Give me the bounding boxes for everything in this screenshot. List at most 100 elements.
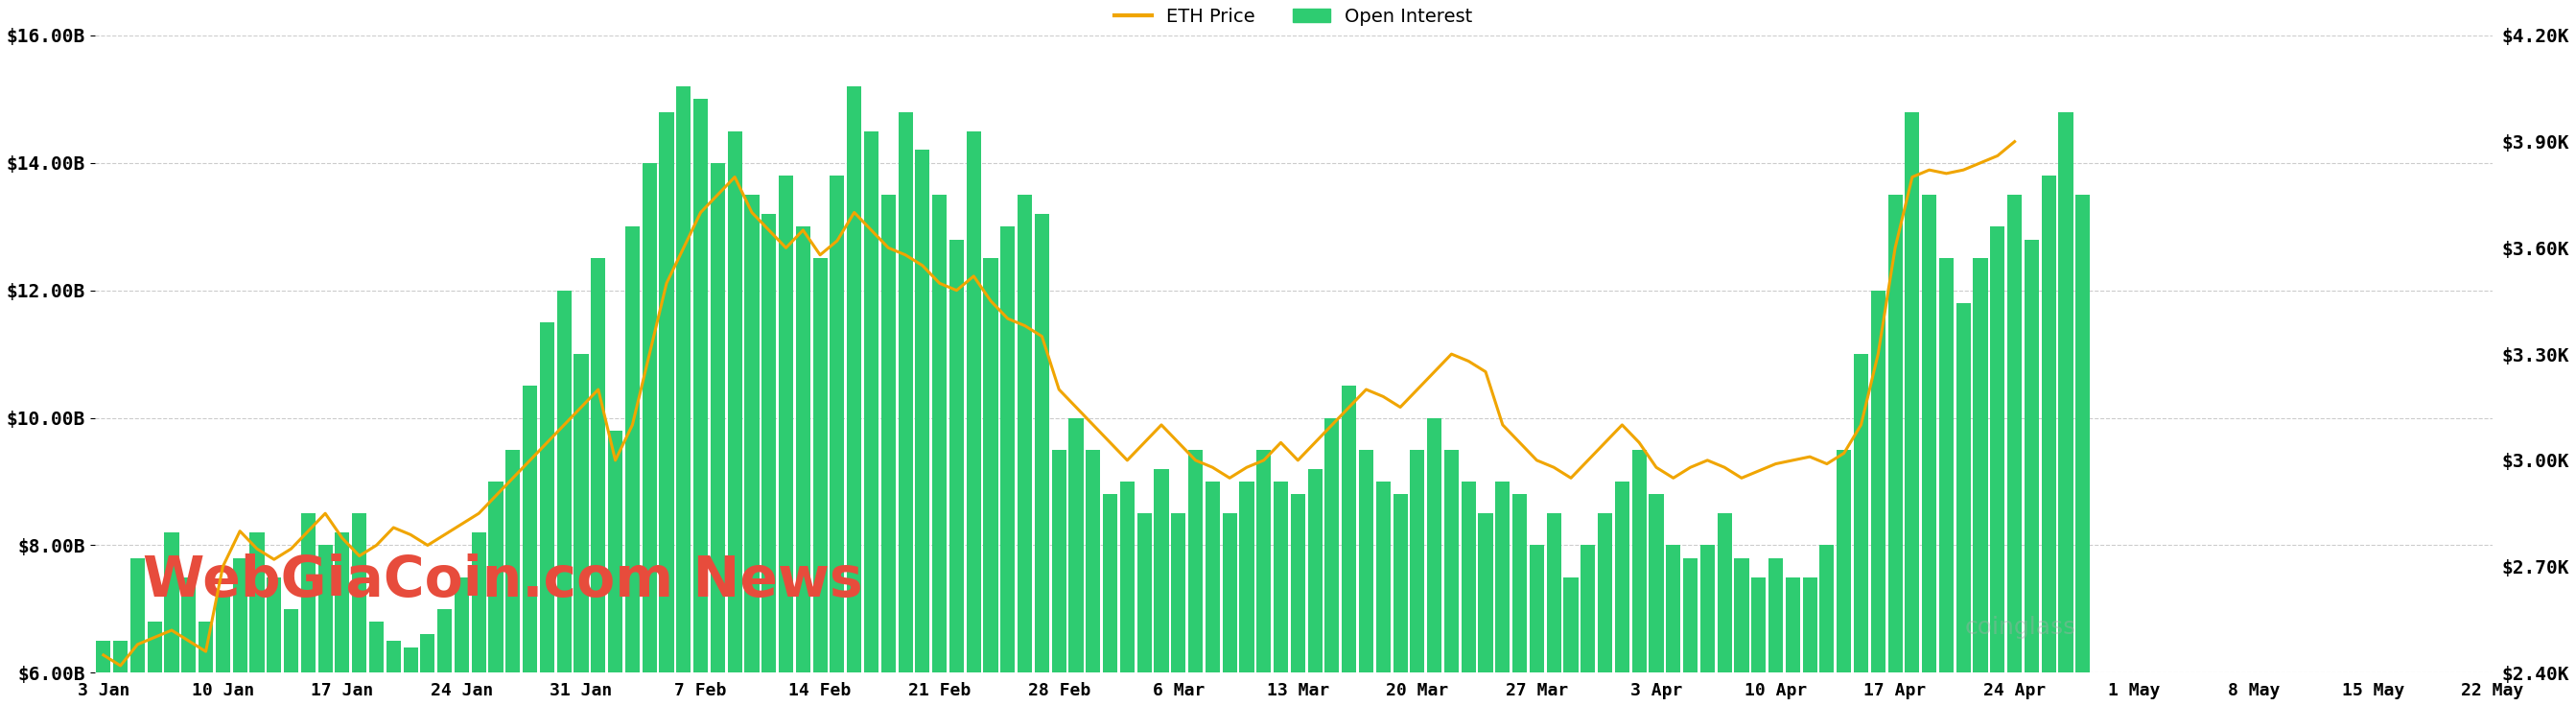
Bar — [778, 176, 793, 706]
Bar — [1291, 494, 1306, 706]
Bar — [1837, 450, 1852, 706]
Bar — [505, 450, 520, 706]
Bar — [677, 86, 690, 706]
Bar — [899, 112, 912, 706]
Bar — [2040, 176, 2056, 706]
Bar — [744, 195, 760, 706]
Bar — [1154, 469, 1170, 706]
Bar — [2058, 112, 2074, 706]
Bar — [1136, 513, 1151, 706]
Bar — [1734, 558, 1749, 706]
Bar — [1121, 481, 1133, 706]
Bar — [523, 386, 538, 706]
Bar — [590, 258, 605, 706]
Bar — [2007, 195, 2022, 706]
Bar — [999, 227, 1015, 706]
Bar — [1700, 545, 1716, 706]
Bar — [216, 597, 229, 706]
Bar — [1785, 577, 1801, 706]
Bar — [1940, 258, 1953, 706]
Bar — [1360, 450, 1373, 706]
Bar — [113, 641, 129, 706]
Bar — [1103, 494, 1118, 706]
Bar — [1479, 513, 1494, 706]
Bar — [198, 622, 214, 706]
Bar — [1582, 545, 1595, 706]
Bar — [1239, 481, 1255, 706]
Bar — [404, 647, 417, 706]
Bar — [1718, 513, 1731, 706]
Bar — [1324, 418, 1340, 706]
Bar — [1445, 450, 1458, 706]
Bar — [933, 195, 948, 706]
Bar — [659, 112, 675, 706]
Bar — [541, 322, 554, 706]
Bar — [268, 577, 281, 706]
Bar — [165, 532, 178, 706]
Bar — [1870, 290, 1886, 706]
Bar — [180, 577, 196, 706]
Bar — [1036, 214, 1048, 706]
Bar — [1973, 258, 1989, 706]
Bar — [641, 163, 657, 706]
Bar — [1087, 450, 1100, 706]
Bar — [1530, 545, 1543, 706]
Bar — [863, 131, 878, 706]
Bar — [1206, 481, 1221, 706]
Bar — [966, 131, 981, 706]
Bar — [1273, 481, 1288, 706]
Bar — [1597, 513, 1613, 706]
Bar — [1682, 558, 1698, 706]
Bar — [147, 622, 162, 706]
Bar — [1855, 354, 1868, 706]
Text: WebGiaCoin.com News: WebGiaCoin.com News — [142, 553, 863, 608]
Bar — [1615, 481, 1631, 706]
Bar — [881, 195, 896, 706]
Bar — [1051, 450, 1066, 706]
Bar — [368, 622, 384, 706]
Bar — [1991, 227, 2004, 706]
Legend: ETH Price, Open Interest: ETH Price, Open Interest — [1108, 0, 1481, 33]
Bar — [1342, 386, 1358, 706]
Bar — [914, 150, 930, 706]
Bar — [453, 577, 469, 706]
Bar — [283, 609, 299, 706]
Bar — [1633, 450, 1646, 706]
Bar — [1546, 513, 1561, 706]
Bar — [556, 290, 572, 706]
Bar — [95, 641, 111, 706]
Bar — [726, 131, 742, 706]
Bar — [1461, 481, 1476, 706]
Bar — [626, 227, 639, 706]
Bar — [1427, 418, 1443, 706]
Bar — [814, 258, 827, 706]
Bar — [762, 214, 775, 706]
Bar — [1188, 450, 1203, 706]
Bar — [1497, 481, 1510, 706]
Bar — [1819, 545, 1834, 706]
Bar — [1667, 545, 1680, 706]
Bar — [335, 532, 350, 706]
Bar — [796, 227, 811, 706]
Bar — [438, 609, 451, 706]
Bar — [1512, 494, 1528, 706]
Bar — [1172, 513, 1185, 706]
Bar — [489, 481, 502, 706]
Bar — [317, 545, 332, 706]
Bar — [1922, 195, 1937, 706]
Bar — [1409, 450, 1425, 706]
Text: coinglass: coinglass — [1965, 616, 2076, 640]
Bar — [2076, 195, 2089, 706]
Bar — [386, 641, 402, 706]
Bar — [1752, 577, 1767, 706]
Bar — [1224, 513, 1236, 706]
Bar — [131, 558, 144, 706]
Bar — [1888, 195, 1904, 706]
Bar — [353, 513, 366, 706]
Bar — [471, 532, 487, 706]
Bar — [711, 163, 724, 706]
Bar — [2025, 239, 2040, 706]
Bar — [848, 86, 860, 706]
Bar — [301, 513, 314, 706]
Bar — [608, 431, 623, 706]
